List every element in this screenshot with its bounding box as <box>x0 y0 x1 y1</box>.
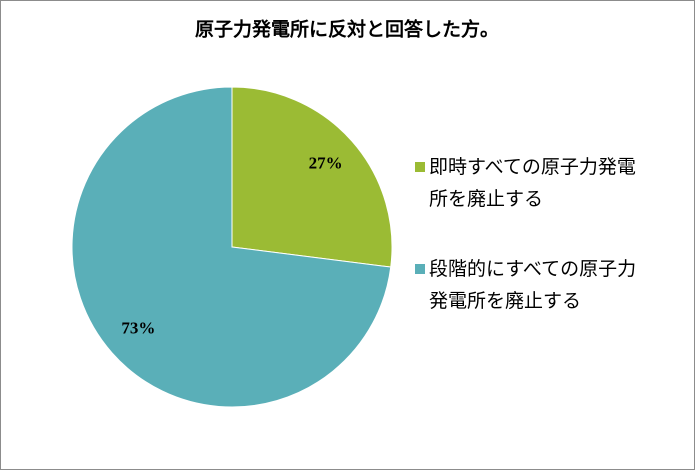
legend: 即時すべての原子力発電所を廃止する 段階的にすべての原子力発電所を廃止する <box>415 151 651 355</box>
legend-swatch <box>415 264 425 274</box>
data-label: 27% <box>309 153 343 172</box>
chart-title: 原子力発電所に反対と回答した方。 <box>195 17 499 40</box>
pie-slice <box>71 86 392 408</box>
pie-slice <box>231 86 393 268</box>
legend-item: 即時すべての原子力発電所を廃止する <box>415 151 651 215</box>
legend-label: 段階的にすべての原子力発電所を廃止する <box>429 258 637 312</box>
legend-item: 段階的にすべての原子力発電所を廃止する <box>415 253 651 317</box>
legend-swatch <box>415 162 425 172</box>
legend-label: 即時すべての原子力発電所を廃止する <box>429 156 636 210</box>
data-label: 73% <box>121 318 155 337</box>
